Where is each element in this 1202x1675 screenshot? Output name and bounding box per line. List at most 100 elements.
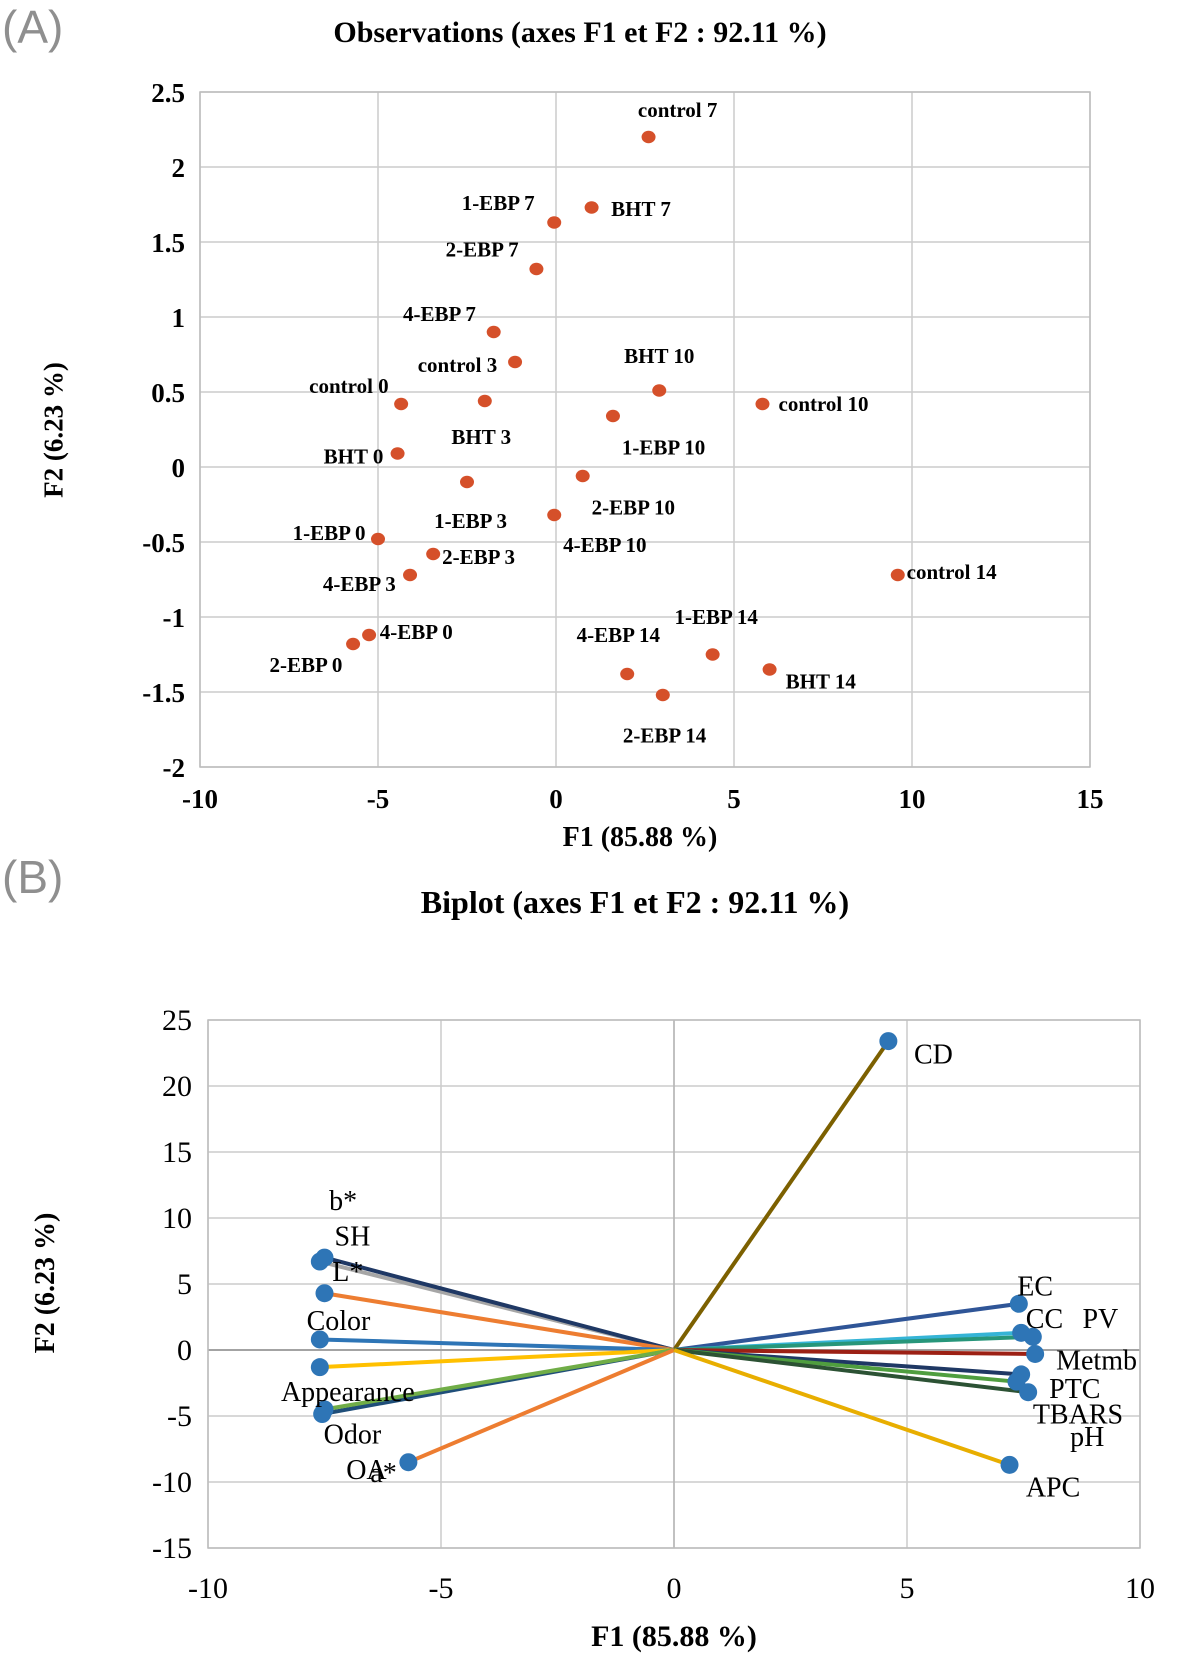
y-tick-label: 0 (172, 453, 186, 483)
observation-point-control 10 (755, 397, 770, 411)
vector-point-EC (1009, 1294, 1028, 1313)
observation-label-BHT 0: BHT 0 (324, 445, 384, 469)
vector-label-APC: APC (1026, 1472, 1080, 1503)
vector-label-CC: CC (1026, 1304, 1063, 1335)
vector-point-L* (315, 1284, 334, 1303)
panel-a-x-axis-label: F1 (85.88 %) (562, 822, 718, 853)
vector-label-TBARS: TBARS (1033, 1400, 1123, 1431)
vector-line-pH (673, 1348, 1029, 1395)
observation-label-BHT 14: BHT 14 (786, 670, 857, 694)
vector-point-Odor (315, 1400, 334, 1419)
vector-label-Appearance: Appearance (281, 1377, 415, 1408)
observation-point-4-EBP 10 (547, 508, 562, 522)
observation-point-2-EBP 0 (346, 637, 361, 651)
observation-point-1-EBP 14 (705, 648, 720, 661)
y-tick-label: -1.5 (142, 678, 185, 708)
y-tick-label: 0 (177, 1334, 192, 1367)
x-tick-label: 10 (899, 784, 926, 814)
vector-line-Appearance (319, 1348, 675, 1370)
vector-label-PTC: PTC (1049, 1374, 1100, 1405)
y-tick-label: 1.5 (151, 228, 185, 258)
vector-point-TBARS (1007, 1372, 1026, 1391)
x-tick-label: -5 (429, 1572, 454, 1605)
vector-line-b* (323, 1255, 675, 1352)
y-tick-label: 2 (172, 153, 186, 183)
panel-b-title: Biplot (axes F1 et F2 : 92.11 %) (420, 884, 850, 920)
observation-label-BHT 10: BHT 10 (624, 344, 694, 368)
observation-point-1-EBP 0 (371, 532, 385, 546)
vector-label-b*: b* (329, 1186, 357, 1217)
observation-point-control 14 (890, 568, 905, 582)
y-tick-label: 1 (172, 303, 186, 333)
vector-label-Odor: Odor (324, 1419, 382, 1450)
panel-b-plot: -10 -5 0 5 10 25 20 15 10 5 0 -5 -10 -15 CD SH b* L* Color… (152, 1004, 1155, 1605)
vector-label-pH: pH (1070, 1422, 1104, 1453)
vector-label-Color: Color (307, 1306, 371, 1337)
observation-point-4-EBP 7 (486, 325, 501, 339)
x-tick-label: 0 (549, 784, 563, 814)
vector-point-pH (1019, 1383, 1038, 1402)
vector-line-Color (319, 1337, 675, 1352)
vector-line-L* (324, 1291, 675, 1352)
panel-b-x-axis-label: F1 (85.88 %) (591, 1620, 757, 1653)
vector-label-OA: OA (346, 1455, 387, 1486)
x-tick-label: 15 (1077, 784, 1104, 814)
observation-label-1-EBP 10: 1-EBP 10 (622, 436, 705, 460)
observation-point-2-EBP 14 (655, 688, 670, 702)
x-tick-label: 5 (727, 784, 741, 814)
observation-label-4-EBP 0: 4-EBP 0 (380, 620, 453, 644)
vector-label-PV: PV (1082, 1304, 1118, 1335)
observation-label-control 10: control 10 (779, 392, 869, 416)
vector-line-a* (407, 1348, 675, 1465)
observation-label-4-EBP 7: 4-EBP 7 (403, 302, 476, 326)
y-tick-label: 2.5 (151, 78, 185, 108)
observation-label-2-EBP 7: 2-EBP 7 (446, 238, 519, 262)
vector-label-EC: EC (1017, 1272, 1053, 1303)
observation-points: control 7 BHT 7 1-EBP 7 2-EBP 7 4-EBP 7 contr… (269, 98, 997, 748)
plot-frame (207, 1019, 1141, 1549)
observation-point-1-EBP 7 (547, 216, 562, 229)
x-tick-label: -10 (188, 1572, 228, 1605)
vector-point-Metmb (1026, 1344, 1045, 1363)
observation-label-1-EBP 3: 1-EBP 3 (434, 509, 507, 533)
vector-line-Odor (324, 1348, 675, 1412)
vector-point-a* (399, 1453, 418, 1472)
tick-labels: -10 -5 0 5 10 15 2.5 2 1.5 1 0.5 0 -0.5 -1 -1.5 -2 (142, 78, 1103, 814)
y-tick-label: 25 (162, 1004, 192, 1037)
observation-point-control 7 (641, 130, 656, 144)
observation-point-BHT 14 (762, 663, 777, 676)
observation-point-BHT 10 (652, 384, 667, 397)
observation-label-1-EBP 7: 1-EBP 7 (462, 191, 535, 215)
vector-point-b* (315, 1248, 334, 1267)
vector-label-Metmb: Metmb (1056, 1346, 1137, 1377)
vector-point-APC (1000, 1455, 1019, 1474)
panel-a-title: Observations (axes F1 et F2 : 92.11 %) (333, 16, 827, 49)
observation-point-1-EBP 10 (605, 409, 620, 423)
x-tick-label: 5 (900, 1572, 915, 1605)
observation-label-control 14: control 14 (907, 560, 998, 584)
observation-label-control 3: control 3 (418, 353, 498, 377)
x-tick-label: 0 (667, 1572, 682, 1605)
observation-label-BHT 7: BHT 7 (611, 197, 671, 221)
y-tick-label: 10 (162, 1202, 192, 1235)
panel-a-tag: (A) (2, 1, 64, 53)
observation-point-4-EBP 3 (403, 568, 418, 582)
y-tick-label: 5 (177, 1268, 192, 1301)
vector-label-SH: SH (335, 1221, 371, 1252)
y-tick-label: 0.5 (151, 378, 185, 408)
y-tick-label: 20 (162, 1070, 192, 1103)
observation-label-2-EBP 0: 2-EBP 0 (269, 653, 342, 677)
vector-label-L*: L* (332, 1257, 363, 1288)
y-tick-label: 15 (162, 1136, 192, 1169)
observation-label-4-EBP 10: 4-EBP 10 (563, 533, 646, 557)
vector-line-APC (673, 1348, 1011, 1467)
vector-line-Metmb (673, 1348, 1036, 1356)
vector-line-EC (673, 1301, 1020, 1352)
x-tick-label: 10 (1125, 1572, 1155, 1605)
observation-point-2-EBP 3 (426, 547, 441, 561)
panel-b-tag: (B) (2, 851, 64, 903)
observation-point-4-EBP 0 (362, 628, 377, 642)
observation-point-BHT 0 (390, 447, 405, 460)
observation-label-control 7: control 7 (638, 98, 718, 122)
